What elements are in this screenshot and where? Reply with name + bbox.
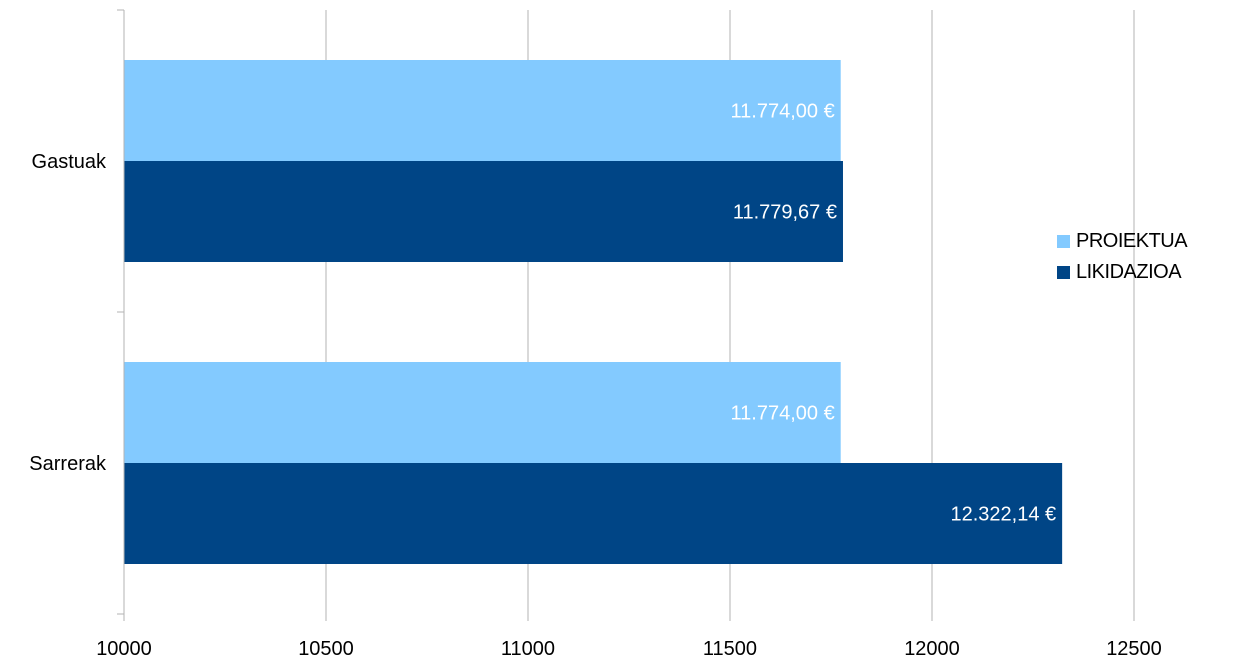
legend-swatch-proiektua (1057, 235, 1070, 248)
legend-label-likidazioa: LIKIDAZIOA (1076, 261, 1182, 283)
category-label: Sarrerak (29, 453, 107, 475)
axes (117, 9, 1135, 621)
x-tick-label: 12500 (1106, 638, 1162, 660)
legend: PROIEKTUA LIKIDAZIOA (1057, 226, 1188, 288)
bar (124, 463, 1063, 564)
x-tick-label: 10500 (298, 638, 354, 660)
bar (124, 362, 841, 463)
data-label: 11.779,67 € (733, 202, 837, 224)
bars (124, 60, 1063, 564)
legend-label-proiektua: PROIEKTUA (1076, 230, 1188, 252)
legend-item-proiektua: PROIEKTUA (1057, 226, 1188, 257)
x-tick-label: 10000 (96, 638, 152, 660)
x-tick-label: 12000 (904, 638, 960, 660)
data-label: 11.774,00 € (731, 101, 835, 123)
bar (124, 161, 843, 262)
labels: 10000 10500 11000 11500 12000 12500 Gastuak 11.… (29, 101, 1162, 661)
x-tick-label: 11000 (501, 638, 555, 660)
bar (124, 60, 841, 161)
data-label: 11.774,00 € (731, 403, 835, 425)
x-tick-label: 11500 (703, 638, 757, 660)
legend-item-likidazioa: LIKIDAZIOA (1057, 257, 1187, 288)
legend-swatch-likidazioa (1057, 266, 1070, 279)
data-label: 12.322,14 € (950, 504, 1056, 526)
category-label: Gastuak (32, 151, 107, 173)
